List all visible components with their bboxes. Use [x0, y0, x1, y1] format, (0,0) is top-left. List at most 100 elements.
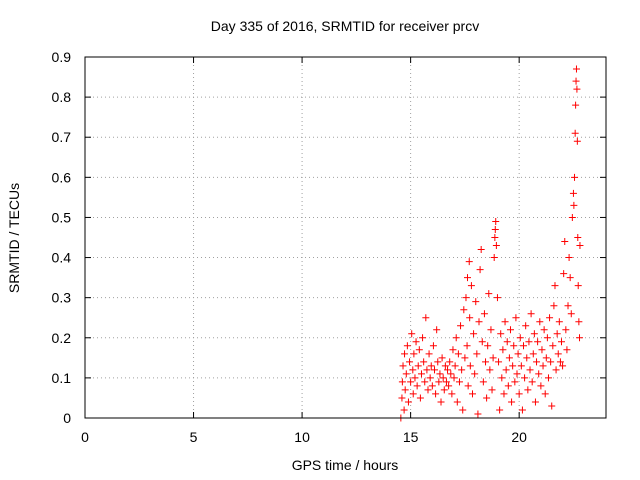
- data-point: [459, 406, 467, 414]
- data-point: [570, 201, 578, 209]
- data-point: [543, 334, 551, 342]
- data-point: [401, 386, 409, 394]
- data-point: [426, 374, 434, 382]
- data-point: [453, 398, 461, 406]
- chart-title: Day 335 of 2016, SRMTID for receiver prc…: [211, 18, 479, 34]
- data-point: [440, 386, 448, 394]
- data-point: [541, 390, 549, 398]
- data-point: [560, 270, 568, 278]
- data-point: [567, 310, 575, 318]
- data-point: [503, 338, 511, 346]
- data-point: [464, 274, 472, 282]
- data-point: [398, 394, 406, 402]
- data-point: [450, 374, 458, 382]
- data-point: [509, 362, 517, 370]
- data-point: [406, 358, 414, 366]
- data-point: [504, 382, 512, 390]
- data-point: [410, 350, 418, 358]
- data-point: [497, 330, 505, 338]
- data-point: [412, 338, 420, 346]
- data-point: [425, 350, 433, 358]
- data-point: [551, 282, 559, 290]
- data-point: [499, 346, 507, 354]
- y-tick-label: 0.9: [52, 49, 72, 65]
- data-point: [437, 398, 445, 406]
- data-point: [466, 362, 474, 370]
- data-point: [505, 354, 513, 362]
- data-point: [555, 318, 563, 326]
- data-point: [431, 366, 439, 374]
- data-point: [493, 294, 501, 302]
- data-point: [537, 382, 545, 390]
- grid: [85, 57, 606, 418]
- data-point: [492, 242, 500, 250]
- data-point: [411, 374, 419, 382]
- data-point: [477, 246, 485, 254]
- data-point: [559, 362, 567, 370]
- data-point: [530, 330, 538, 338]
- data-point: [460, 306, 468, 314]
- data-point: [528, 378, 536, 386]
- data-point: [501, 318, 509, 326]
- y-tick-label: 0.1: [52, 370, 72, 386]
- data-point: [436, 370, 444, 378]
- data-point: [474, 410, 482, 418]
- data-point: [476, 266, 484, 274]
- data-point: [520, 342, 528, 350]
- data-point: [468, 390, 476, 398]
- data-point: [550, 302, 558, 310]
- data-point: [557, 338, 565, 346]
- y-tick-label: 0.3: [52, 290, 72, 306]
- data-point: [536, 318, 544, 326]
- data-point: [573, 85, 581, 93]
- y-tick-label: 0.7: [52, 129, 72, 145]
- data-point: [526, 366, 534, 374]
- data-point: [531, 398, 539, 406]
- data-point: [415, 346, 423, 354]
- data-point: [515, 390, 523, 398]
- x-tick-label: 10: [294, 429, 310, 445]
- axis-ticks: 0 0.1 0.2 0.3 0.4 0.5 0.6 0.7 0.8 0.9 0 5 10 15 20: [52, 49, 606, 445]
- data-point: [492, 217, 500, 225]
- data-point: [444, 366, 452, 374]
- data-point: [521, 374, 529, 382]
- data-point: [427, 362, 435, 370]
- data-point: [438, 354, 446, 362]
- data-point: [479, 378, 487, 386]
- data-point: [572, 77, 580, 85]
- data-point: [465, 258, 473, 266]
- data-point: [556, 358, 564, 366]
- data-point: [457, 322, 465, 330]
- data-point: [448, 390, 456, 398]
- data-point: [542, 354, 550, 362]
- data-point: [419, 334, 427, 342]
- data-point: [490, 254, 498, 262]
- data-point: [403, 342, 411, 350]
- data-point: [575, 318, 583, 326]
- data-point: [539, 362, 547, 370]
- data-point: [502, 366, 510, 374]
- data-point: [466, 314, 474, 322]
- data-point: [413, 382, 421, 390]
- data-point: [434, 358, 442, 366]
- data-point: [463, 342, 471, 350]
- data-point: [552, 366, 560, 374]
- data-point: [414, 362, 422, 370]
- data-point: [510, 342, 518, 350]
- data-point: [562, 326, 570, 334]
- data-point: [428, 382, 436, 390]
- data-point: [400, 406, 408, 414]
- data-point: [462, 294, 470, 302]
- x-axis-label: GPS time / hours: [292, 457, 399, 473]
- data-point: [447, 370, 455, 378]
- data-point: [529, 350, 537, 358]
- data-point: [404, 398, 412, 406]
- y-tick-label: 0.8: [52, 89, 72, 105]
- data-point: [571, 129, 579, 137]
- data-point: [439, 374, 447, 382]
- data-point: [553, 330, 561, 338]
- data-point: [508, 398, 516, 406]
- data-point: [422, 314, 430, 322]
- x-tick-label: 15: [403, 429, 419, 445]
- data-point: [498, 374, 506, 382]
